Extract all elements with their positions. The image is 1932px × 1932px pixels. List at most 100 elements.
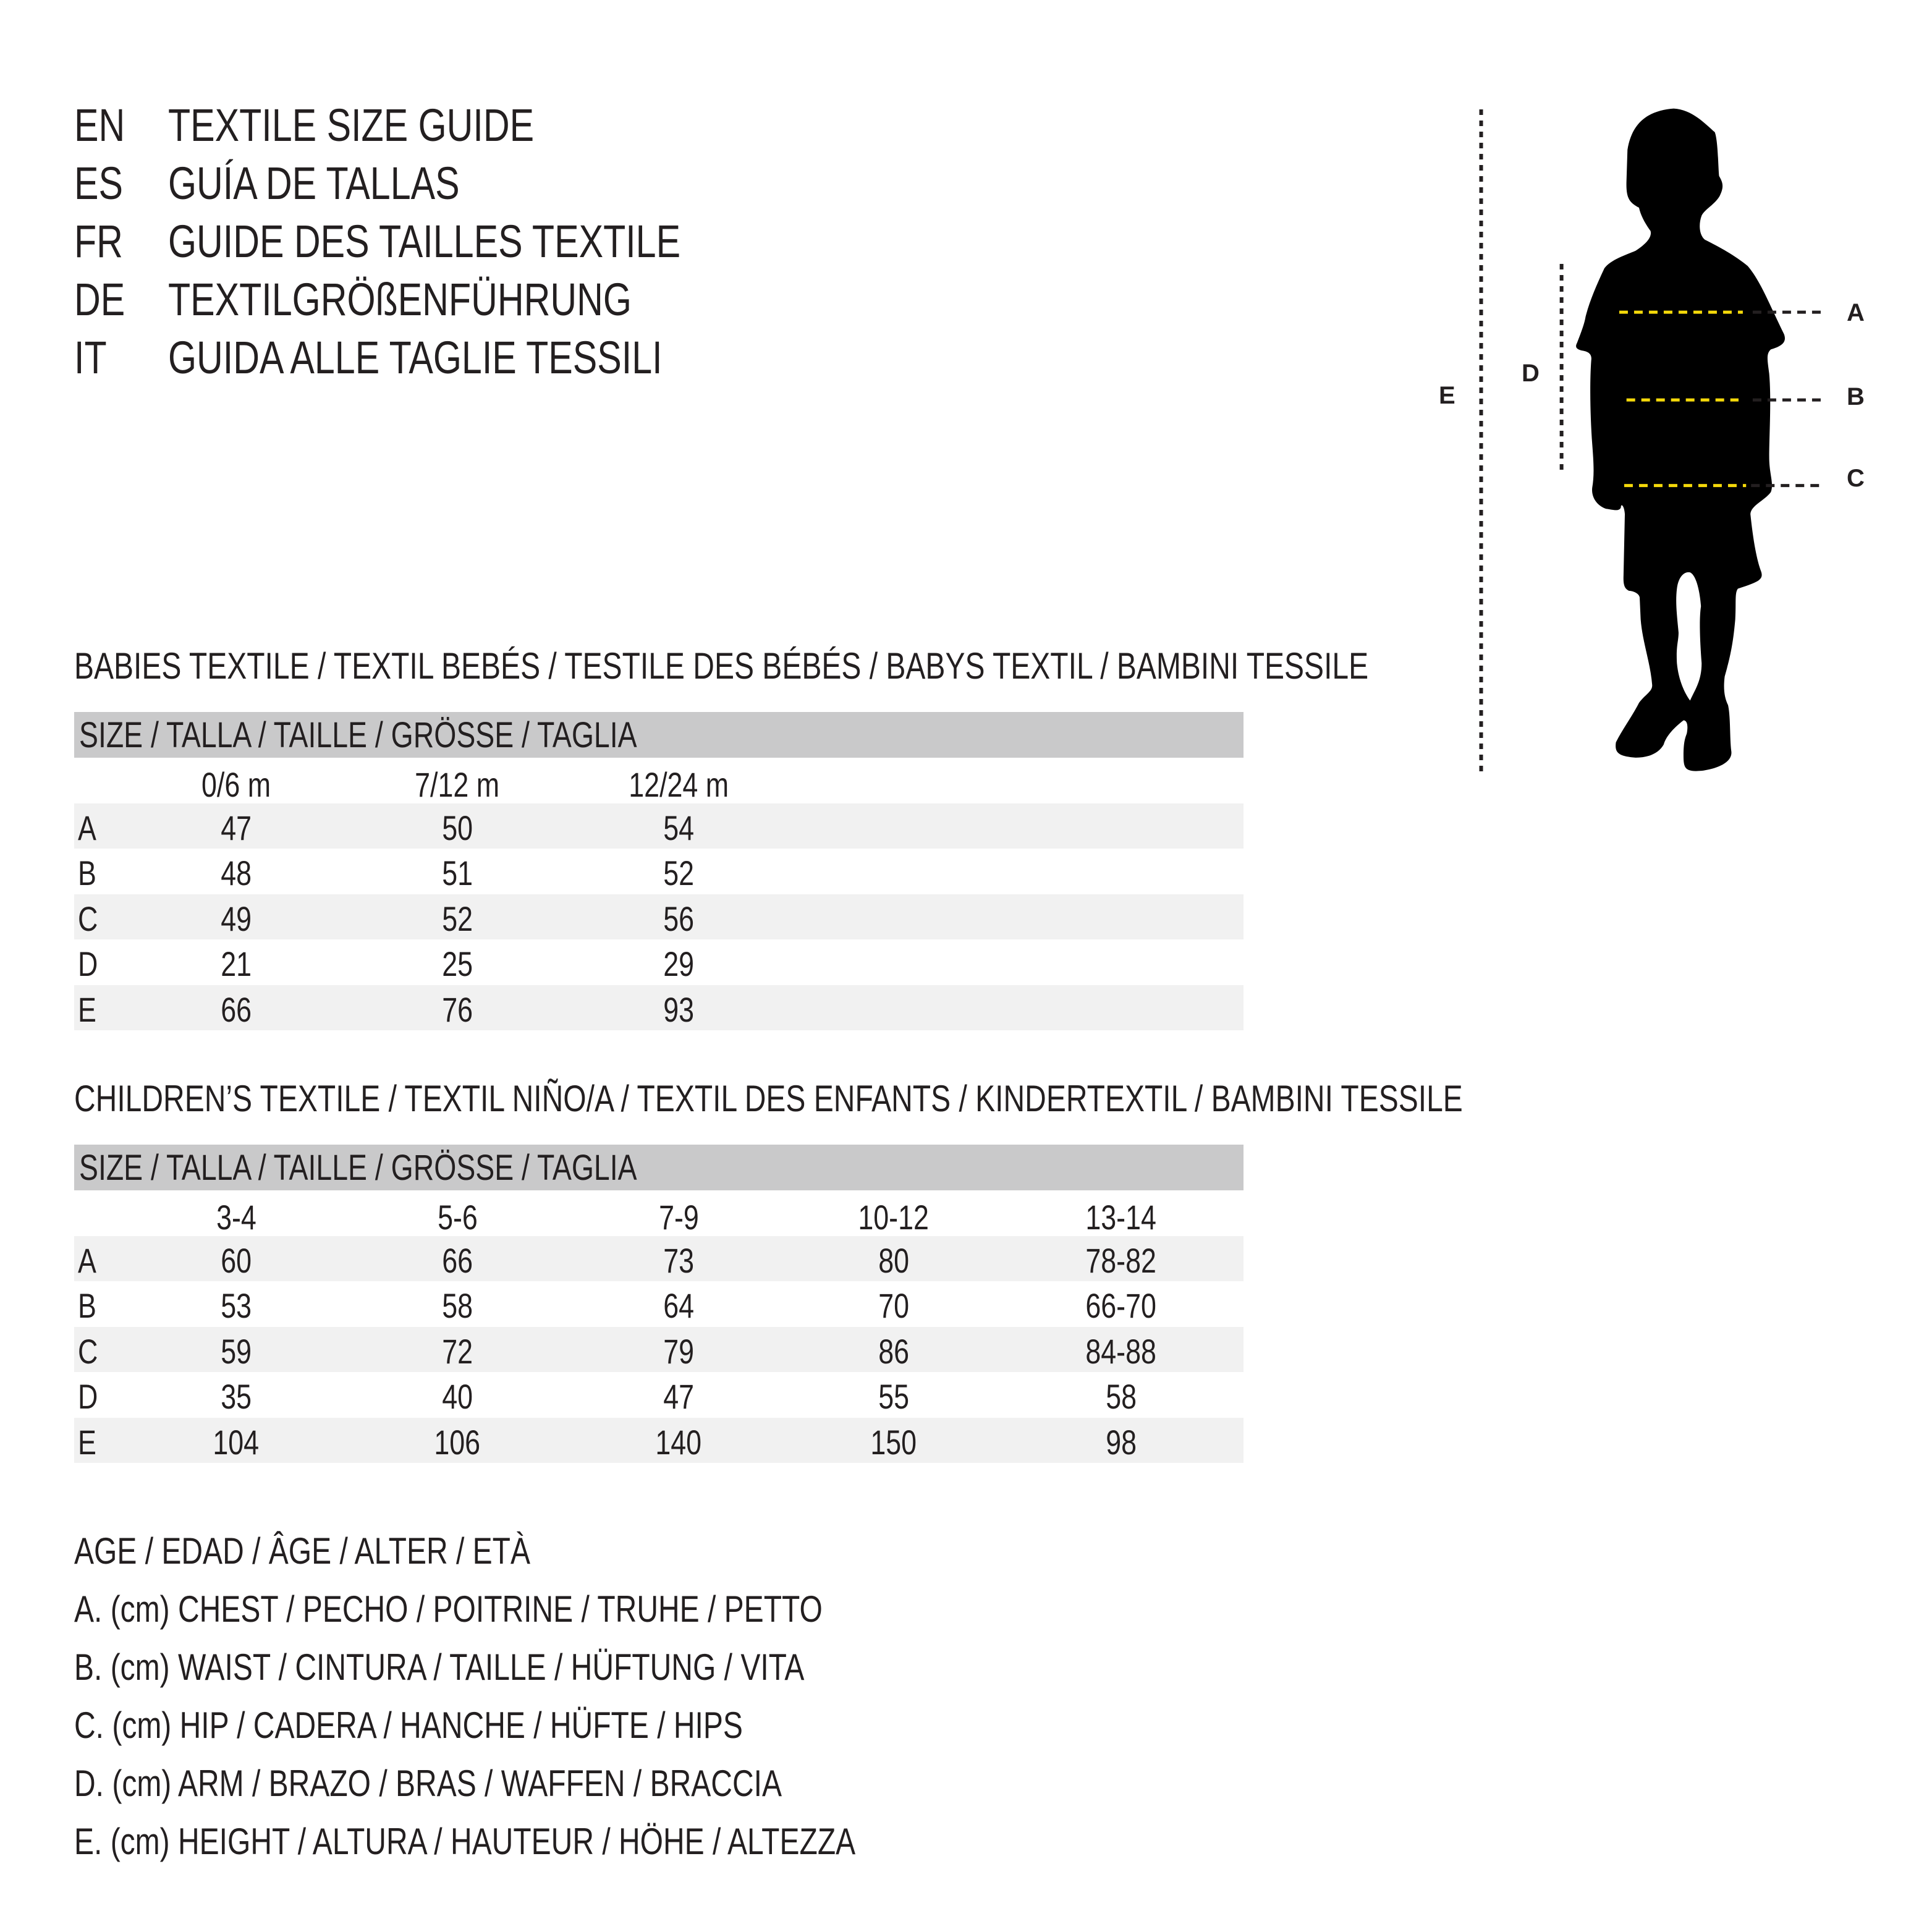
table-cell: 52: [365, 894, 550, 944]
column-header-row: 0/6 m 7/12 m 12/24 m: [74, 760, 1244, 805]
cell-value: 73: [663, 1241, 694, 1280]
table-cell: 29: [586, 939, 771, 989]
cell-value: 84-88: [1085, 1331, 1157, 1371]
table-cell: 93: [586, 985, 771, 1035]
table-cell: 66: [143, 985, 329, 1035]
table-cell: 84-88: [1028, 1327, 1214, 1376]
table-row: C 49 52 56: [74, 894, 1244, 939]
table-cell: 21: [143, 939, 329, 989]
cell-value: 53: [221, 1286, 252, 1326]
cell-value: 80: [878, 1241, 909, 1280]
column-header-text: 7-9: [658, 1198, 699, 1237]
title-text: TEXTILE SIZE GUIDE: [168, 98, 625, 153]
table-cell: 66: [365, 1236, 550, 1286]
row-label: D: [78, 939, 103, 989]
cell-value: 51: [442, 854, 473, 893]
row-label: C: [78, 1327, 103, 1376]
table-row: A 60 66 73 80 78-82: [74, 1236, 1244, 1281]
table-cell: 59: [143, 1327, 329, 1376]
title-text-value: GUÍA DE TALLAS: [168, 158, 460, 209]
table-cell: 50: [365, 803, 550, 853]
cell-value: 76: [442, 989, 473, 1029]
size-header-bar: SIZE / TALLA / TAILLE / GRÖSSE / TAGLIA: [74, 712, 1244, 758]
row-label-text: D: [78, 944, 98, 984]
table-cell: 150: [801, 1418, 986, 1467]
cell-value: 70: [878, 1286, 909, 1326]
title-text-value: GUIDA ALLE TAGLIE TESSILI: [168, 332, 663, 383]
legend-text: A. (cm) CHEST / PECHO / POITRINE / TRUHE…: [74, 1588, 823, 1630]
table-cell: 49: [143, 894, 329, 944]
table-cell: 86: [801, 1327, 986, 1376]
legend-text: E. (cm) HEIGHT / ALTURA / HAUTEUR / HÖHE…: [74, 1821, 856, 1862]
column-header: 0/6 m: [143, 760, 329, 810]
table-cell: 56: [586, 894, 771, 944]
cell-value: 58: [442, 1286, 473, 1326]
legend-item: AGE / EDAD / ÂGE / ALTER / ETÀ: [74, 1527, 644, 1576]
title-text: TEXTILGRÖßENFÜHRUNG: [168, 272, 747, 328]
row-label: C: [78, 894, 103, 944]
row-label: E: [78, 985, 101, 1035]
table-cell: 35: [143, 1372, 329, 1421]
cell-value: 47: [663, 1377, 694, 1417]
cell-value: 54: [663, 808, 694, 847]
child-silhouette-figure: [1421, 108, 1932, 773]
table-cell: 40: [365, 1372, 550, 1421]
column-header: 7-9: [586, 1193, 771, 1242]
language-code: FR: [74, 214, 135, 269]
table-row: B 48 51 52: [74, 849, 1244, 894]
table-cell: 53: [143, 1281, 329, 1331]
cell-value: 49: [221, 899, 252, 938]
language-code: IT: [74, 330, 115, 386]
table-row: D 35 40 47 55 58: [74, 1372, 1244, 1417]
table-cell: 98: [1028, 1418, 1214, 1467]
row-label-text: A: [78, 1241, 96, 1280]
size-header-bar: SIZE / TALLA / TAILLE / GRÖSSE / TAGLIA: [74, 1145, 1244, 1190]
language-code: EN: [74, 98, 138, 153]
table-row: A 47 50 54: [74, 803, 1244, 849]
language-code: DE: [74, 272, 138, 328]
cell-value: 72: [442, 1331, 473, 1371]
column-header: 5-6: [365, 1193, 550, 1242]
column-header: 7/12 m: [365, 760, 550, 810]
legend-text: AGE / EDAD / ÂGE / ALTER / ETÀ: [74, 1530, 530, 1572]
label-d: D: [1522, 360, 1540, 387]
legend-text: C. (cm) HIP / CADERA / HANCHE / HÜFTE / …: [74, 1705, 743, 1746]
table-cell: 76: [365, 985, 550, 1035]
title-text: GUÍA DE TALLAS: [168, 156, 533, 211]
legend-item: D. (cm) ARM / BRAZO / BRAS / WAFFEN / BR…: [74, 1759, 959, 1808]
column-header: 3-4: [143, 1193, 329, 1242]
row-label: D: [78, 1372, 103, 1421]
cell-value: 52: [442, 899, 473, 938]
cell-value: 50: [442, 808, 473, 847]
legend-item: A. (cm) CHEST / PECHO / POITRINE / TRUHE…: [74, 1585, 1010, 1634]
cell-value: 21: [221, 944, 252, 984]
cell-value: 93: [663, 989, 694, 1029]
table-cell: 104: [143, 1418, 329, 1467]
table-cell: 51: [365, 849, 550, 898]
column-header: 10-12: [801, 1193, 986, 1242]
column-header: 12/24 m: [586, 760, 771, 810]
cell-value: 98: [1106, 1422, 1137, 1462]
table-cell: 47: [143, 803, 329, 853]
legend-item: C. (cm) HIP / CADERA / HANCHE / HÜFTE / …: [74, 1701, 910, 1750]
table-cell: 25: [365, 939, 550, 989]
row-label: E: [78, 1418, 101, 1467]
table-cell: 79: [586, 1327, 771, 1376]
table-cell: 106: [365, 1418, 550, 1467]
cell-value: 79: [663, 1331, 694, 1371]
row-label-text: D: [78, 1377, 98, 1417]
table-cell: 55: [801, 1372, 986, 1421]
language-code-text: EN: [74, 100, 125, 151]
column-header-text: 10-12: [858, 1198, 930, 1237]
cell-value: 55: [878, 1377, 909, 1417]
label-e: E: [1439, 382, 1455, 409]
cell-value: 78-82: [1085, 1241, 1157, 1280]
cell-value: 58: [1106, 1377, 1137, 1417]
table-cell: 66-70: [1028, 1281, 1214, 1331]
legend-item: B. (cm) WAIST / CINTURA / TAILLE / HÜFTU…: [74, 1643, 987, 1692]
cell-value: 29: [663, 944, 694, 984]
babies-heading: BABIES TEXTILE / TEXTIL BEBÉS / TESTILE …: [74, 645, 1369, 687]
table-cell: 72: [365, 1327, 550, 1376]
row-label: A: [78, 1236, 101, 1286]
title-text-value: TEXTILE SIZE GUIDE: [168, 100, 535, 151]
